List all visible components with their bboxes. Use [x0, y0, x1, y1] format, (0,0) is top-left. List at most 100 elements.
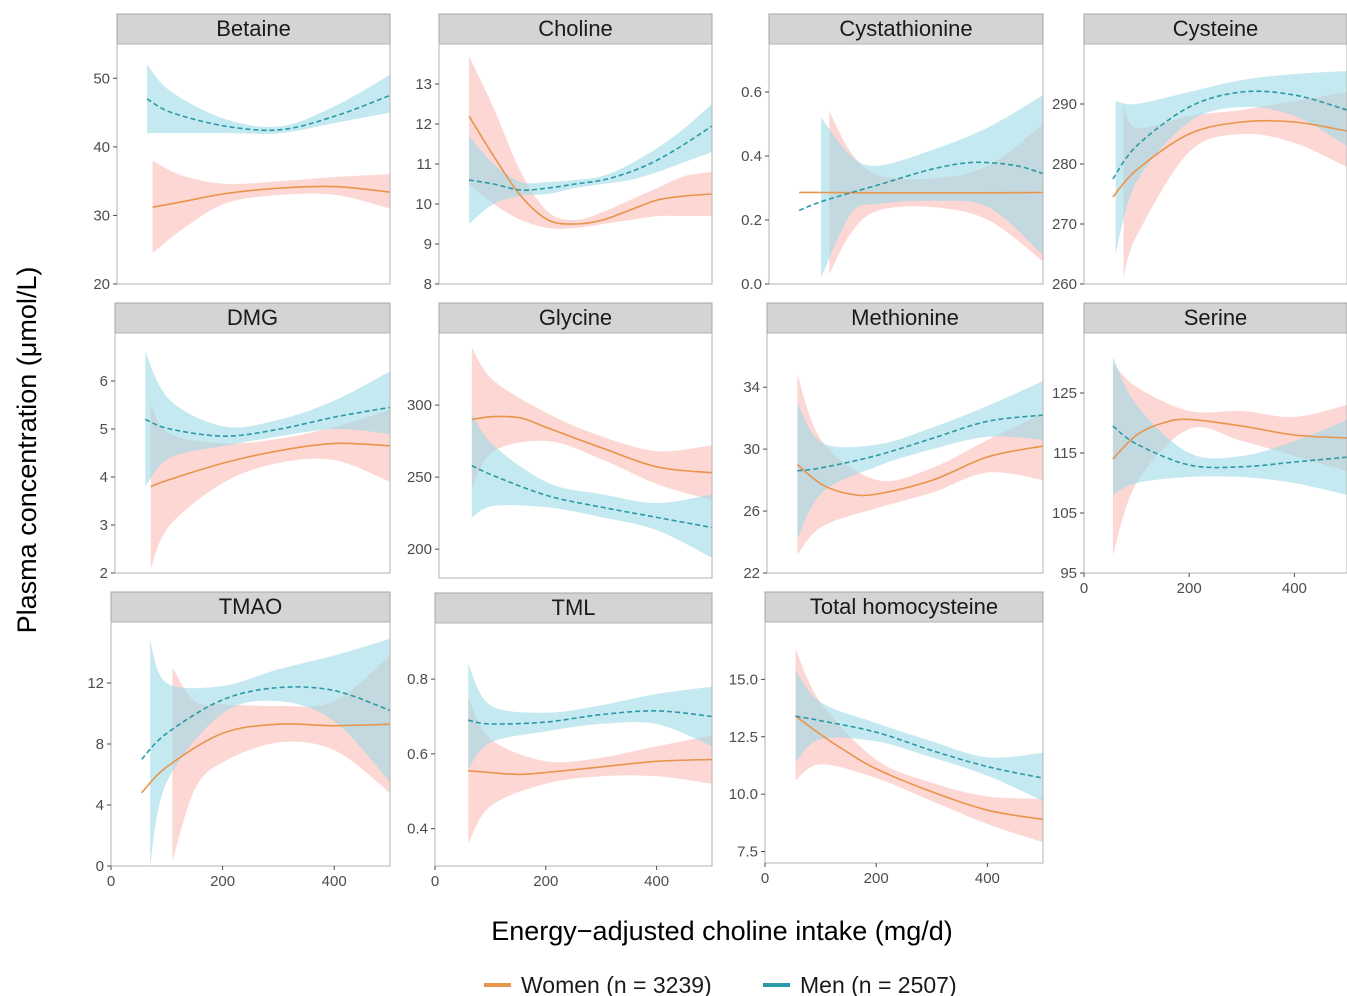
series-line-women [796, 445, 1043, 497]
panel-title: Total homocysteine [810, 594, 998, 619]
confidence-band-women [468, 697, 712, 844]
y-tick-label: 2 [100, 565, 108, 582]
x-tick-label: 400 [975, 870, 1000, 887]
series-line-men [1112, 90, 1347, 180]
panel-dmg: DMG 2 3 4 5 6 [100, 302, 391, 582]
confidence-band-men [145, 352, 390, 487]
y-tick-label: 0.6 [407, 746, 428, 763]
y-tick-label: 250 [407, 469, 432, 486]
y-tick-label: 40 [93, 139, 110, 156]
y-tick-label: 270 [1052, 216, 1077, 233]
y-tick-label: 9 [424, 236, 432, 253]
panel-frame [438, 332, 713, 579]
series-line-women [141, 723, 390, 794]
panel-title: Cystathionine [839, 16, 972, 41]
y-tick-label: 0.6 [741, 84, 762, 101]
x-tick-label: 0 [431, 873, 439, 890]
series-line-men [146, 94, 390, 132]
panel-title: Choline [538, 16, 613, 41]
confidence-band-men [821, 95, 1043, 278]
panel-strip [766, 302, 1044, 334]
x-tick-label: 200 [1177, 580, 1202, 597]
confidence-band-women [469, 56, 712, 229]
confidence-band-men [797, 381, 1043, 539]
series-line-men [798, 161, 1043, 212]
y-tick-label: 20 [93, 276, 110, 293]
y-tick-label: 5 [100, 421, 108, 438]
plot-area [795, 649, 1043, 843]
y-tick-label: 200 [407, 541, 432, 558]
y-tick-label: 280 [1052, 156, 1077, 173]
y-tick-label: 115 [1053, 445, 1077, 462]
panel-title: TMAO [219, 594, 283, 619]
plot-area [144, 352, 390, 569]
y-tick-label: 12.5 [729, 729, 758, 746]
panel-methionine: Methionine 22 26 30 34 [743, 302, 1044, 582]
panel-frame [768, 43, 1044, 285]
x-tick-label: 400 [644, 873, 669, 890]
confidence-band-women [471, 347, 712, 501]
plot-area [798, 95, 1043, 278]
x-tick-label: 200 [533, 873, 558, 890]
legend-label-women: Women (n = 3239) [521, 972, 712, 996]
y-tick-label: 8 [96, 736, 104, 753]
confidence-band-women [795, 649, 1043, 843]
confidence-band-men [150, 638, 390, 866]
x-axis-title: Energy−adjusted choline intake (mg/d) [491, 916, 953, 946]
panel-title: Betaine [216, 16, 291, 41]
panel-cysteine: Cysteine 260 270 280 290 [1052, 13, 1347, 293]
plot-area [796, 374, 1043, 555]
y-tick-label: 26 [743, 503, 760, 520]
panel-strip [1083, 13, 1347, 45]
series-line-women [150, 442, 390, 488]
y-tick-label: 300 [407, 397, 432, 414]
plot-area [1112, 357, 1347, 555]
panel-tml: TML 0.4 0.6 0.8 0 200 400 [407, 592, 713, 890]
series-line-women [471, 415, 712, 474]
panel-frame [114, 332, 391, 574]
x-tick-label: 400 [322, 873, 347, 890]
y-tick-label: 0.2 [741, 212, 762, 229]
plot-area [1112, 71, 1347, 278]
panels: Betaine20304050Choline8910111213Cystathi… [87, 13, 1347, 890]
plot-area [468, 664, 712, 844]
y-tick-label: 15.0 [729, 671, 758, 688]
panel-title: Cysteine [1173, 16, 1259, 41]
y-tick-label: 11 [416, 156, 432, 173]
y-tick-label: 95 [1060, 565, 1077, 582]
x-tick-label: 0 [761, 870, 769, 887]
confidence-band-men [147, 64, 390, 134]
x-tick-label: 200 [210, 873, 235, 890]
panel-strip [434, 592, 713, 624]
legend: Women (n = 3239) Men (n = 2507) [484, 972, 957, 996]
panel-title: DMG [227, 305, 278, 330]
y-tick-label: 12 [415, 116, 432, 133]
y-tick-label: 10 [415, 196, 432, 213]
confidence-band-men [795, 670, 1043, 801]
y-tick-label: 0.8 [407, 671, 428, 688]
y-tick-label: 260 [1052, 276, 1077, 293]
panel-strip [1083, 302, 1347, 334]
panel-title: Serine [1184, 305, 1248, 330]
y-tick-label: 0 [96, 858, 104, 875]
y-tick-label: 7.5 [737, 844, 758, 861]
y-tick-label: 3 [100, 517, 108, 534]
confidence-band-men [471, 413, 712, 558]
legend-label-men: Men (n = 2507) [800, 972, 957, 996]
confidence-band-men [1112, 357, 1347, 495]
series-line-men [141, 686, 390, 760]
y-tick-label: 30 [743, 441, 760, 458]
y-tick-label: 13 [415, 76, 432, 93]
y-tick-label: 105 [1052, 505, 1077, 522]
series-line-women [468, 115, 712, 225]
confidence-band-men [469, 104, 712, 224]
panel-frame [766, 332, 1044, 574]
panel-title: Glycine [539, 305, 612, 330]
plot-area [141, 638, 390, 866]
plot-area [468, 56, 712, 229]
y-tick-label: 34 [743, 379, 760, 396]
panel-title: Methionine [851, 305, 959, 330]
panel-serine: Serine 95 105 115 125 0 200 400 [1052, 302, 1347, 597]
panel-strip [110, 591, 391, 623]
y-tick-label: 22 [743, 565, 760, 582]
